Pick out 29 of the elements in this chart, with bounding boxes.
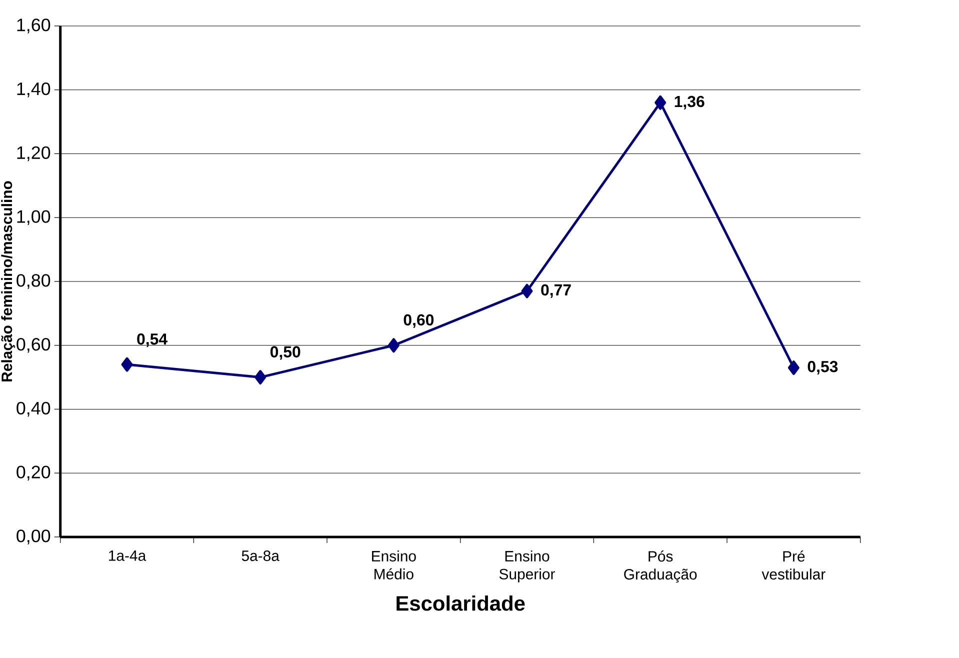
point	[254, 370, 266, 385]
y-tick-label: 0,20	[16, 466, 50, 481]
y-tick-label: 0,00	[16, 530, 50, 544]
x-tick-label: Pré vestibular	[762, 550, 826, 580]
x-tick-label: Ensino Médio	[372, 550, 416, 580]
y-tick-label: 1,20	[17, 146, 50, 162]
y-tick-label: 1,40	[17, 82, 50, 98]
data-label: 0,53	[808, 360, 838, 375]
x-axis-title: Escolaridade	[396, 595, 525, 611]
y-tick-label: 0,40	[16, 402, 50, 417]
data-label: 1,36	[674, 96, 704, 110]
point	[788, 360, 800, 375]
data-label: 0,77	[541, 284, 571, 298]
point	[388, 338, 400, 353]
y-axis-title: Relação feminino/masculino	[1, 181, 16, 382]
y-tick-label: 1,00	[17, 210, 50, 226]
data-label: 0,50	[270, 346, 300, 360]
point	[521, 284, 533, 298]
point	[654, 95, 666, 110]
y-tick-label: 0,60	[16, 338, 50, 353]
data-label: 0,54	[137, 333, 168, 347]
y-tick-label: 1,60	[17, 18, 50, 34]
x-tick-label: Ensino Superior	[499, 550, 555, 582]
x-tick-label: Pós Graduação	[624, 550, 697, 583]
data-label: 0,60	[404, 314, 434, 328]
x-tick-label: 5a-8a	[242, 550, 280, 562]
point	[121, 357, 133, 372]
x-tick-label: 1a-4a	[109, 550, 146, 561]
y-tick-label: 0,80	[16, 274, 50, 289]
